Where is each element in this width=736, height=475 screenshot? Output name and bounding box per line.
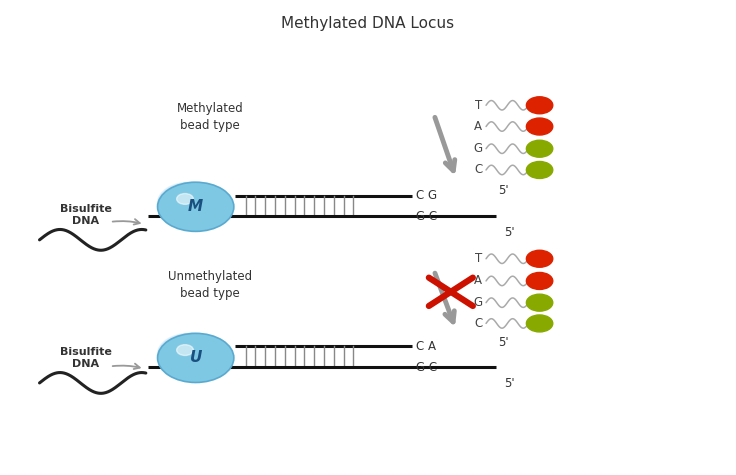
Text: M: M [188,200,203,214]
Circle shape [526,273,553,289]
Circle shape [177,193,194,204]
Text: Methylated
bead type: Methylated bead type [177,102,244,132]
Circle shape [177,345,194,355]
Circle shape [526,118,553,135]
Text: Bisulfite
DNA: Bisulfite DNA [60,347,112,369]
Circle shape [158,182,221,223]
FancyArrowPatch shape [435,117,455,171]
Text: T: T [475,99,482,112]
Text: U: U [189,351,202,365]
Text: T: T [475,252,482,265]
Text: G C: G C [416,210,436,223]
Text: 5': 5' [498,184,509,197]
FancyArrowPatch shape [435,273,454,322]
Circle shape [526,140,553,157]
Text: 5': 5' [498,336,509,349]
Text: Methylated DNA Locus: Methylated DNA Locus [281,16,455,30]
Circle shape [158,182,234,231]
Circle shape [158,182,230,228]
Text: Bisulfite
DNA: Bisulfite DNA [60,204,112,226]
Text: C G: C G [416,190,436,202]
Text: G: G [473,296,482,309]
Text: Unmethylated
bead type: Unmethylated bead type [169,270,252,300]
Text: C: C [474,317,482,330]
Circle shape [526,250,553,267]
Text: G C: G C [416,361,436,374]
Text: C A: C A [416,340,436,352]
Circle shape [526,294,553,311]
Circle shape [158,182,234,231]
Circle shape [158,333,234,382]
Text: 5': 5' [503,226,514,239]
Circle shape [158,333,230,380]
Text: G: G [473,142,482,155]
Circle shape [526,315,553,332]
Text: A: A [475,120,482,133]
Circle shape [158,333,225,377]
Text: A: A [475,275,482,287]
Circle shape [158,333,234,382]
Text: C: C [474,163,482,177]
Circle shape [526,162,553,179]
Circle shape [158,333,221,374]
Circle shape [526,97,553,114]
Circle shape [158,182,225,226]
Text: 5': 5' [503,378,514,390]
